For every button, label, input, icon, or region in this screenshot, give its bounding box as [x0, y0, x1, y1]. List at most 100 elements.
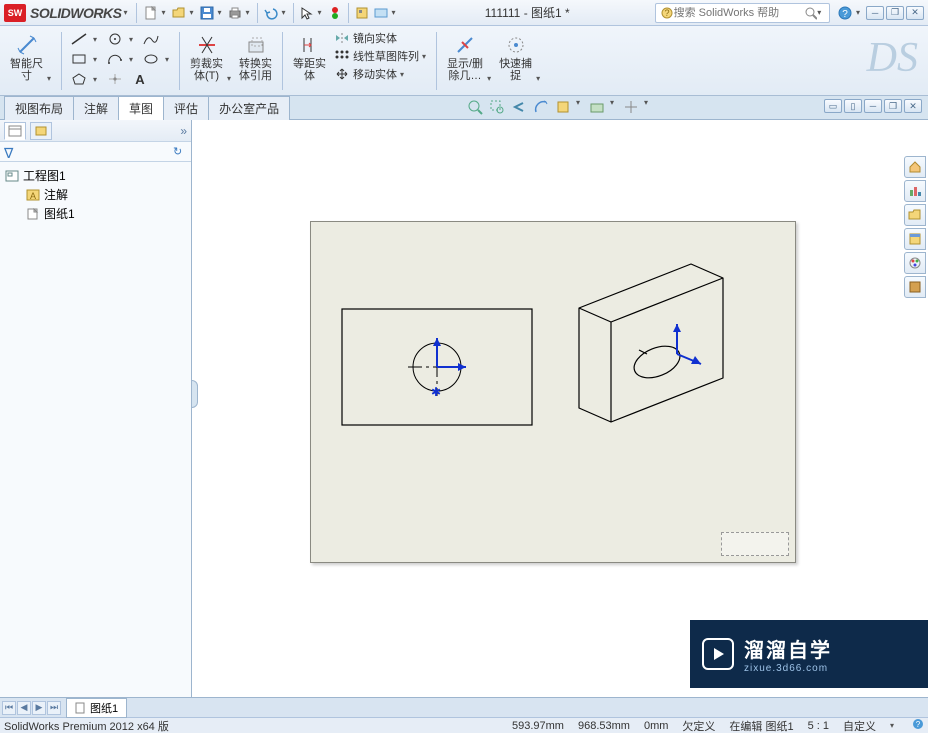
rail-resources-icon[interactable]: [904, 180, 926, 202]
ellipse-dd[interactable]: ▾: [165, 55, 173, 64]
search-input[interactable]: [674, 7, 804, 19]
select-dropdown[interactable]: ▾: [317, 8, 325, 17]
filter-icon[interactable]: ∇: [4, 145, 18, 159]
prev-view-icon[interactable]: [510, 98, 528, 116]
tab-annotate[interactable]: 注解: [73, 96, 119, 120]
help-dropdown[interactable]: ▾: [856, 8, 864, 17]
sub-restore-button[interactable]: ❐: [884, 99, 902, 113]
display-dd[interactable]: ▾: [487, 74, 495, 83]
circle-dd[interactable]: ▾: [129, 35, 137, 44]
undo-dropdown[interactable]: ▾: [281, 8, 289, 17]
mirror-button[interactable]: 镜向实体: [334, 30, 430, 46]
next-sheet-button[interactable]: ▶: [32, 701, 46, 715]
offset-button[interactable]: 等距实 体: [289, 30, 330, 86]
property-tab[interactable]: [30, 122, 52, 140]
ellipse-tool[interactable]: [140, 50, 162, 68]
section-view-icon[interactable]: [532, 98, 550, 116]
rebuild-icon[interactable]: [326, 4, 344, 22]
sub-minimize-button[interactable]: ─: [864, 99, 882, 113]
trim-button[interactable]: 剪裁实 体(T): [186, 30, 227, 86]
arc-tool[interactable]: [104, 50, 126, 68]
isometric-view[interactable]: [569, 248, 759, 448]
open-dropdown[interactable]: ▾: [189, 8, 197, 17]
print-icon[interactable]: [226, 4, 244, 22]
rectangle-tool[interactable]: [68, 50, 90, 68]
save-icon[interactable]: [198, 4, 216, 22]
sheet-tab[interactable]: 图纸1: [66, 698, 127, 718]
convert-button[interactable]: 转换实 体引用: [235, 30, 276, 86]
smart-dim-dropdown[interactable]: ▾: [47, 74, 55, 83]
status-help-icon[interactable]: ?: [912, 718, 924, 733]
tile-v-button[interactable]: ▯: [844, 99, 862, 113]
zoom-area-icon[interactable]: [488, 98, 506, 116]
search-box[interactable]: ? ▾: [655, 3, 830, 23]
sub-close-button[interactable]: ✕: [904, 99, 922, 113]
tree-root[interactable]: 工程图1: [2, 166, 189, 185]
tab-office[interactable]: 办公室产品: [208, 96, 290, 120]
trim-dd[interactable]: ▾: [227, 74, 235, 83]
status-custom[interactable]: 自定义: [843, 718, 876, 733]
minimize-button[interactable]: ─: [866, 6, 884, 20]
front-view[interactable]: ✱: [341, 308, 533, 426]
spline-tool[interactable]: [140, 30, 162, 48]
rail-home-icon[interactable]: [904, 156, 926, 178]
line-dd[interactable]: ▾: [93, 35, 101, 44]
reload-icon[interactable]: ↻: [173, 145, 187, 159]
ds-dd[interactable]: ▾: [576, 98, 584, 116]
point-tool[interactable]: [104, 70, 126, 88]
tab-view-layout[interactable]: 视图布局: [4, 96, 74, 120]
polygon-tool[interactable]: [68, 70, 90, 88]
help-icon[interactable]: ?: [836, 4, 854, 22]
snap-button[interactable]: 快速捕 捉: [495, 30, 536, 86]
circle-tool[interactable]: [104, 30, 126, 48]
status-custom-dd[interactable]: ▾: [890, 721, 898, 730]
pattern-button[interactable]: 线性草图阵列▾: [334, 48, 430, 64]
restore-button[interactable]: ❐: [886, 6, 904, 20]
print-dropdown[interactable]: ▾: [245, 8, 253, 17]
undo-icon[interactable]: [262, 4, 280, 22]
collapse-panel-button[interactable]: »: [180, 124, 187, 138]
drawing-sheet[interactable]: ✱: [310, 221, 796, 563]
view-orient-icon[interactable]: [622, 98, 640, 116]
rail-appearances-icon[interactable]: [904, 276, 926, 298]
rail-library-icon[interactable]: [904, 204, 926, 226]
app-menu-dropdown[interactable]: ▾: [123, 8, 131, 17]
display-delete-button[interactable]: 显示/删 除几…: [443, 30, 487, 86]
help-link-dropdown[interactable]: ▾: [391, 8, 399, 17]
tab-evaluate[interactable]: 评估: [163, 96, 209, 120]
move-button[interactable]: 移动实体▾: [334, 66, 430, 82]
options-icon[interactable]: [353, 4, 371, 22]
close-button[interactable]: ✕: [906, 6, 924, 20]
help-link-icon[interactable]: [372, 4, 390, 22]
save-dropdown[interactable]: ▾: [217, 8, 225, 17]
drawing-canvas[interactable]: ✱: [192, 120, 928, 697]
new-dropdown[interactable]: ▾: [161, 8, 169, 17]
tab-sketch[interactable]: 草图: [118, 96, 164, 120]
arc-dd[interactable]: ▾: [129, 55, 137, 64]
feature-tree-tab[interactable]: [4, 122, 26, 140]
new-file-icon[interactable]: [142, 4, 160, 22]
first-sheet-button[interactable]: ⏮: [2, 701, 16, 715]
hs-dd[interactable]: ▾: [610, 98, 618, 116]
select-icon[interactable]: [298, 4, 316, 22]
tree-sheet[interactable]: 图纸1: [2, 204, 189, 223]
last-sheet-button[interactable]: ⏭: [47, 701, 61, 715]
smart-dimension-button[interactable]: 智能尺 寸: [6, 30, 47, 86]
rect-dd[interactable]: ▾: [93, 55, 101, 64]
tree-annotations[interactable]: A 注解: [2, 185, 189, 204]
vo-dd[interactable]: ▾: [644, 98, 652, 116]
splitter-handle[interactable]: [192, 380, 198, 408]
text-tool[interactable]: A: [129, 70, 151, 88]
rail-explorer-icon[interactable]: [904, 228, 926, 250]
open-file-icon[interactable]: [170, 4, 188, 22]
search-go-icon[interactable]: [804, 6, 818, 20]
tile-h-button[interactable]: ▭: [824, 99, 842, 113]
display-style-icon[interactable]: [554, 98, 572, 116]
line-tool[interactable]: [68, 30, 90, 48]
rail-palette-icon[interactable]: [904, 252, 926, 274]
search-dropdown[interactable]: ▾: [817, 8, 825, 17]
poly-dd[interactable]: ▾: [93, 75, 101, 84]
zoom-fit-icon[interactable]: [466, 98, 484, 116]
hide-show-icon[interactable]: [588, 98, 606, 116]
prev-sheet-button[interactable]: ◀: [17, 701, 31, 715]
